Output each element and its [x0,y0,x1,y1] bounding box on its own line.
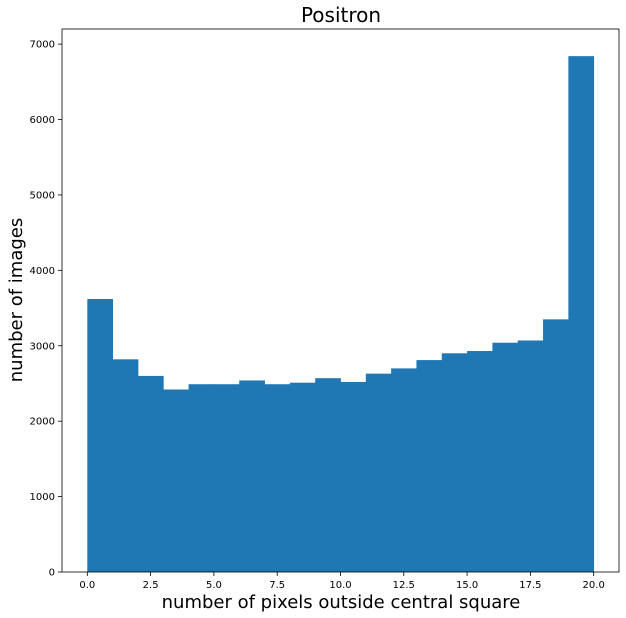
histogram-bar [543,319,569,572]
histogram-bar [416,360,443,572]
histogram-bar [391,368,417,572]
x-tick-label: 5.0 [206,580,222,591]
chart-title: Positron [301,3,381,27]
y-axis-label: number of images [6,218,27,383]
x-tick-label: 12.5 [393,580,415,591]
x-tick-label: 20.0 [583,580,605,591]
y-tick-label: 6000 [30,115,55,126]
x-tick-label: 2.5 [143,580,159,591]
histogram-bar [340,381,367,572]
histogram-bar [517,340,544,572]
y-tick-label: 5000 [30,190,55,201]
histogram-bar [112,359,139,572]
histogram-bar [264,384,291,572]
x-tick-label: 0.0 [79,580,95,591]
y-tick-label: 3000 [30,341,55,352]
y-tick-label: 2000 [30,417,55,428]
histogram-bar [87,298,114,572]
bars-group [87,56,595,572]
histogram-bar [365,373,392,572]
histogram-bar [492,342,519,572]
histogram-bar [163,389,189,572]
y-axis-ticks: 0 1000 2000 3000 4000 5000 6000 7000 [30,40,62,579]
histogram-bar [568,56,595,572]
histogram-bar [315,378,341,572]
y-tick-label: 1000 [30,492,55,503]
histogram-bar [213,384,240,572]
histogram-bar [137,375,164,572]
x-axis-label: number of pixels outside central square [162,592,521,613]
x-tick-label: 10.0 [329,580,351,591]
x-tick-label: 15.0 [456,580,478,591]
histogram-bar [441,353,468,572]
x-tick-label: 17.5 [519,580,541,591]
x-axis-ticks: 0.0 2.5 5.0 7.5 10.0 12.5 15.0 17.5 20.0 [79,572,605,591]
y-tick-label: 4000 [30,266,55,277]
histogram-bar [467,351,493,572]
y-tick-label: 0 [49,568,55,579]
histogram-bar [239,380,265,572]
y-tick-label: 7000 [30,40,55,51]
histogram-bar [188,384,215,572]
x-tick-label: 7.5 [269,580,285,591]
histogram-bar [289,382,316,572]
